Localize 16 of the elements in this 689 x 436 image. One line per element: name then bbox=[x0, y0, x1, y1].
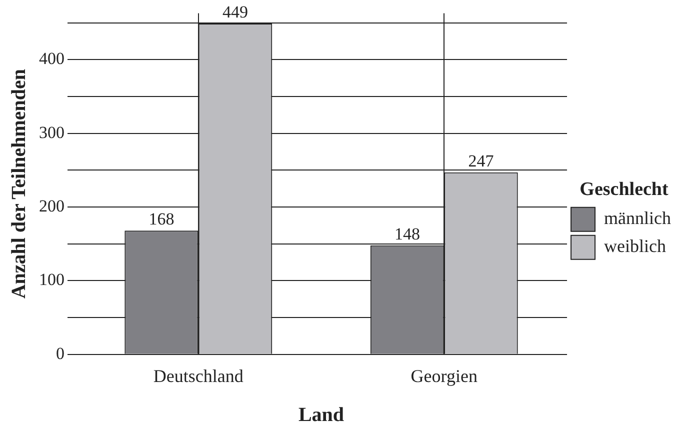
legend-label: weiblich bbox=[604, 236, 666, 256]
data-label: 168 bbox=[148, 210, 174, 229]
legend-label: männlich bbox=[604, 208, 672, 228]
legend-title: Geschlecht bbox=[580, 179, 669, 200]
x-tick-label: Deutschland bbox=[153, 366, 244, 386]
data-label: 449 bbox=[222, 2, 248, 22]
y-tick-label: 100 bbox=[39, 270, 64, 290]
x-tick-label: Georgien bbox=[410, 366, 478, 386]
y-tick-label: 400 bbox=[39, 49, 64, 68]
x-axis-title: Land bbox=[298, 404, 344, 426]
y-tick-label: 300 bbox=[39, 122, 64, 142]
y-tick-label: 0 bbox=[56, 344, 64, 363]
y-axis-title: Anzahl der Teilnehmenden bbox=[8, 68, 30, 299]
y-tick-label: 200 bbox=[39, 196, 64, 216]
data-label: 148 bbox=[394, 224, 420, 244]
data-label: 247 bbox=[468, 151, 494, 170]
